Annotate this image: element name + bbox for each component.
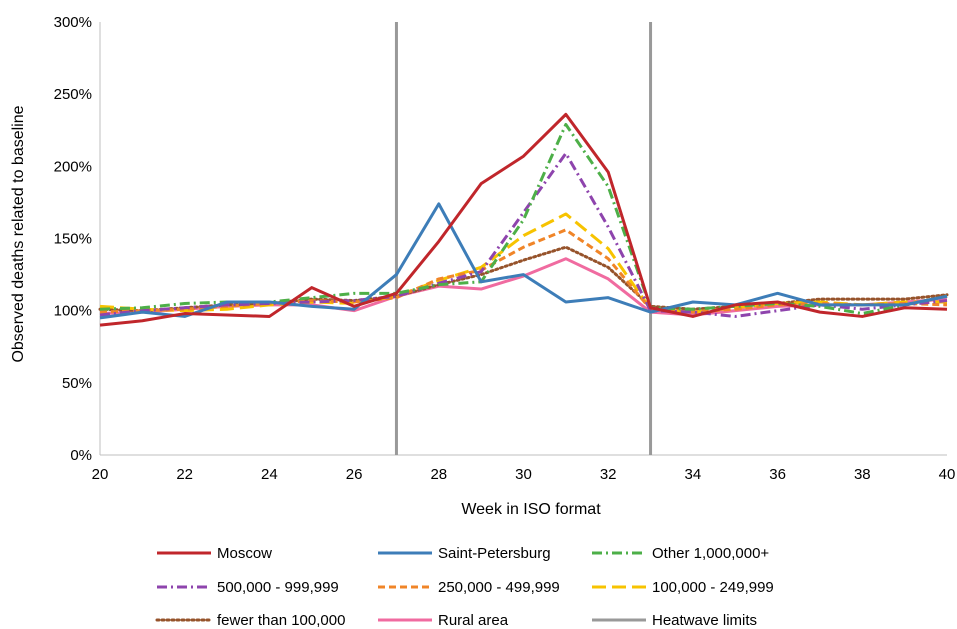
x-tick-label: 20 [92, 466, 109, 483]
series-line-moscow [99, 112, 948, 327]
legend-label: Moscow [217, 545, 272, 562]
x-tick-label: 28 [430, 466, 447, 483]
legend-label: Saint-Petersburg [438, 545, 551, 562]
x-tick-label: 40 [939, 466, 956, 483]
y-tick-label: 200% [54, 158, 92, 175]
legend: Moscow Saint-Petersburg Other 1,000,000+ 50… [155, 545, 774, 629]
legend-label: Other 1,000,000+ [652, 545, 769, 562]
chart-axes [99, 22, 947, 456]
x-tick-label: 32 [600, 466, 617, 483]
series-line-100-000-249-999 [99, 212, 947, 314]
legend-label: Rural area [438, 612, 509, 629]
legend-label: Heatwave limits [652, 612, 757, 629]
series-lines [98, 112, 949, 327]
legend-item: Saint-Petersburg [378, 545, 551, 562]
y-tick-label: 150% [54, 231, 92, 248]
legend-item: fewer than 100,000 [155, 612, 345, 629]
y-tick-labels: 0% 50% 100% 150% 200% 250% 300% [54, 14, 92, 464]
legend-label: fewer than 100,000 [217, 612, 345, 629]
legend-item: Heatwave limits [592, 612, 757, 629]
x-tick-label: 24 [261, 466, 278, 483]
x-tick-label: 26 [346, 466, 363, 483]
legend-item: 250,000 - 499,999 [378, 579, 560, 596]
legend-item: 100,000 - 249,999 [592, 579, 774, 596]
y-axis-title: Observed deaths related to baseline [10, 105, 27, 362]
y-tick-label: 50% [62, 375, 92, 392]
y-tick-label: 300% [54, 14, 92, 31]
legend-item: 500,000 - 999,999 [157, 579, 339, 596]
x-tick-label: 30 [515, 466, 532, 483]
legend-label: 500,000 - 999,999 [217, 579, 339, 596]
y-tick-label: 250% [54, 86, 92, 103]
legend-item: Rural area [378, 612, 509, 629]
legend-label: 250,000 - 499,999 [438, 579, 560, 596]
series-line-other-1-000-000 [99, 122, 948, 316]
y-tick-label: 100% [54, 303, 92, 320]
heatwave-limit-lines [394, 22, 653, 455]
x-tick-labels: 20 22 24 26 28 30 32 34 36 38 40 [92, 466, 956, 483]
x-tick-label: 38 [854, 466, 871, 483]
x-axis-title: Week in ISO format [461, 501, 601, 518]
legend-item: Moscow [157, 545, 272, 562]
legend-item: Other 1,000,000+ [592, 545, 769, 562]
y-tick-label: 0% [70, 447, 92, 464]
legend-label: 100,000 - 249,999 [652, 579, 774, 596]
x-tick-label: 34 [685, 466, 702, 483]
x-tick-label: 36 [769, 466, 786, 483]
x-tick-label: 22 [176, 466, 193, 483]
series-line-saint-petersburg [99, 202, 948, 320]
